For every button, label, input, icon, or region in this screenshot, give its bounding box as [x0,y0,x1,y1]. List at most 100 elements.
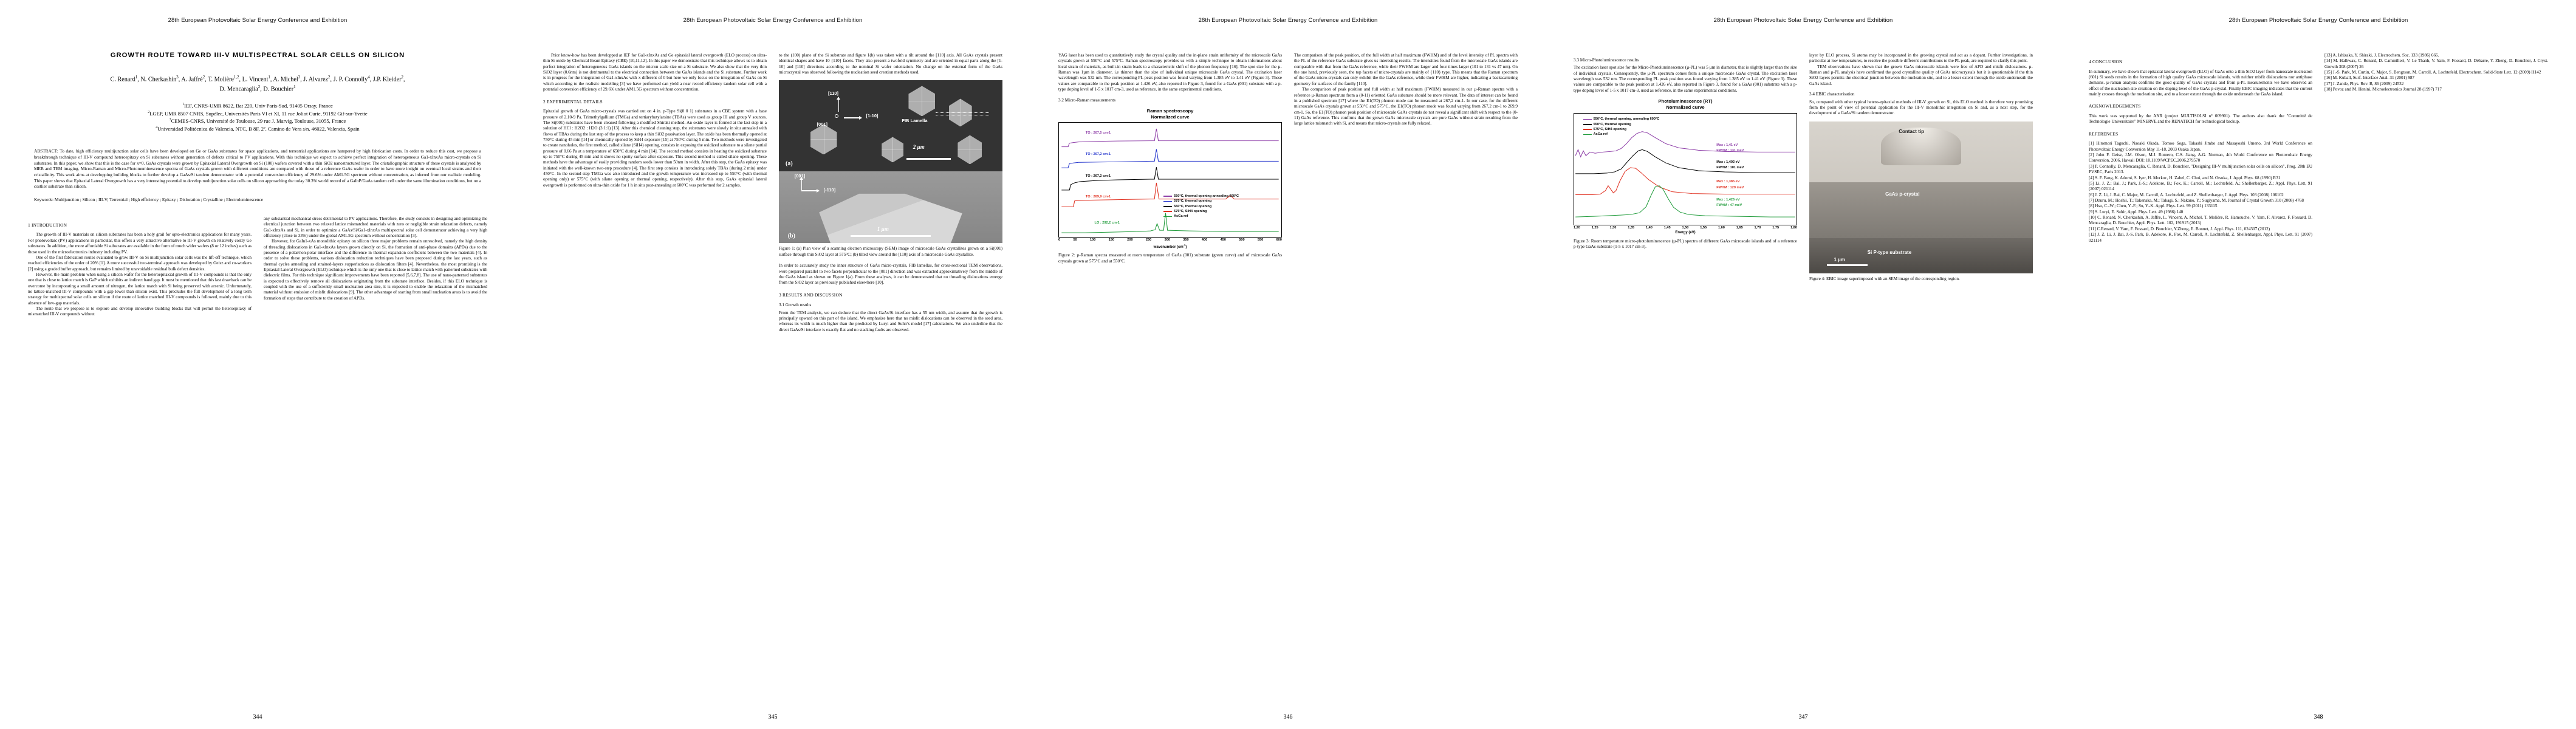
page-number: 344 [253,714,262,720]
section-heading-references: REFERENCES [2089,131,2119,137]
axis-label-m110: [-110] [823,187,836,193]
axis-label-001: [001] [794,173,806,179]
axis-label-110: [110] [827,90,839,96]
page-number: 347 [1798,714,1808,720]
chart-plot-area: TO : 267,5 cm-1 TO : 267,2 cm-1 TO : 267… [1058,122,1282,238]
paragraph: However, for GaIn1-xAs monolithic epitax… [264,239,487,301]
page-number: 348 [2314,714,2323,720]
running-head: 28th European Photovoltaic Solar Energy … [1713,17,1893,24]
annotation-max-green: Max : 1,426 eV [1716,197,1740,202]
peak-label-red: TO : 269,9 cm-1 [1085,194,1111,199]
page-title: GROWTH ROUTE TOWARD III-V MULTISPECTRAL … [110,52,405,59]
chart-title: Photoluminescence (RT) Normalized curve [1658,98,1713,111]
subsection-heading-raman: 3.2 Micro-Raman measurements [1058,97,1116,103]
keywords-text: Keywords: Multijunction ; Silicon ; III-… [34,197,264,203]
paragraph: From the TEM analysis, we can deduce tha… [779,310,1002,332]
page-346: 28th European Photovoltaic Solar Energy … [1030,0,1546,729]
subsection-heading-pl: 3.3 Micro-Photoluminescence results [1574,58,1639,63]
reference-item: [12] J. Z. Li, J. Bai, J.-S. Park, B. Ad… [2089,232,2312,243]
axis-label-1m10: [1-10] [866,113,879,119]
reference-item: [16] M. Kuball, Surf. Interface Anal. 31… [2324,75,2415,81]
paragraph: layer by ELO process, Si atoms may be in… [1809,53,2033,64]
paragraph: The comparison of peak position and full… [1294,87,1518,126]
axis-label-001: [001] [817,121,828,127]
scale-bar-label: 1 µm [877,226,889,233]
legend-entry: 550°C, thermal opening, annealing 600°C [1583,117,1659,122]
panel-label-a: (a) [786,160,793,168]
reference-item: [4] S. F. Fang, K. Adomi, S. Iyer, H. Mo… [2089,175,2281,180]
section-heading-results: 3 RESULTS AND DISCUSSION [779,292,843,298]
reference-item: [8] Hsu, C.-W.; Chen, Y.-F.; Su, Y.-K. A… [2089,204,2218,209]
two-column-body: 3.3 Micro-Photoluminescence results The … [1574,53,2033,287]
scale-bar-label: 1 µm [1834,257,1845,263]
chart-x-ticks: 0 50 100 150 200 250 300 350 400 450 500… [1058,238,1282,242]
column-left: Prior know-how has been developped at IE… [543,53,767,333]
figure-1b-sem-tilted-view: [001] [-110] 1 µm (b) [779,171,1002,244]
scale-bar [1827,264,1868,266]
pl-curves [1575,131,1795,217]
reference-item: [15] J.-S. Park, M. Curtin, C. Major, S.… [2324,70,2541,75]
scale-bar [906,157,951,160]
legend-entry: 550°C, thermal opening [1163,204,1239,209]
reference-item: [11] C.Renard, V. Yam, F. Fossard, D. Bo… [2089,226,2270,231]
raman-curves [1061,129,1279,233]
page-345: 28th European Photovoltaic Solar Energy … [515,0,1030,729]
paragraph: to the (100) plane of the Si substrate a… [779,53,1002,75]
reference-item: [2] John F. Geisz, J.M. Olson, M.J. Rome… [2089,152,2312,163]
column-left: 4 CONCLUSION In summary, we have shown t… [2089,53,2312,244]
column-right: to the (100) plane of the Si substrate a… [779,53,1002,333]
chart-x-ticks: 1,20 1,25 1,30 1,35 1,40 1,45 1,50 1,55 … [1574,225,1797,230]
si-substrate-label: Si P-type substrate [1867,250,1912,256]
column-left: YAG laser has been used to quantitativel… [1058,53,1282,270]
column-right: layer by ELO process, Si atoms may be in… [1809,53,2033,287]
column-right: The comparison of the peak position, of … [1294,53,1518,270]
section-heading-introduction: 1 INTRODUCTION [28,222,67,228]
paragraph: The excitation laser spot size for the M… [1574,65,1797,93]
reference-item: [5] Li, J. Z.; Bai, J.; Park, J.-S.; Ade… [2089,180,2312,192]
legend-entry: 550°C, thermal opening annealing 600°C [1163,194,1239,199]
paragraph: TEM observations have shown that the gro… [1809,64,2033,86]
scale-bar [850,234,931,237]
column-left: 1 INTRODUCTION The growth of III-V mater… [28,216,252,318]
paragraph: Epitaxial growth of GaAs micro-crystals … [543,109,767,188]
running-head: 28th European Photovoltaic Solar Energy … [168,17,348,24]
figure-2-caption: Figure 2: µ-Raman spectra measured at ro… [1058,253,1282,264]
reference-item: [6] J. Z. Li, J. Bai, C. Major, M. Carro… [2089,192,2284,197]
two-column-body: YAG laser has been used to quantitativel… [1058,53,1518,270]
affiliation-list: 1IEF, CNRS-UMR 8622, Bat 220, Univ Paris… [148,103,368,132]
subsection-heading-growth: 3.1 Growth results [779,303,812,308]
figure-4-caption: Figure 4: EBIC image superimposed with a… [1809,276,1960,281]
peak-label-purple: TO : 267,5 cm-1 [1085,131,1111,135]
legend-entry: 550°C, thermal opening [1583,122,1660,127]
figure-1-caption: Figure 1: (a) Plan view of a scanning el… [779,246,1002,257]
subsection-heading-ebic: 3.4 EBIC characterisation [1809,92,1855,97]
figure-2-raman-chart: Raman spectroscopy Normalized curve TO :… [1058,108,1282,250]
chart-x-axis-label: Energy (eV) [1675,230,1696,234]
reference-item: [13] A. Ishizaka, Y. Shiraki, J. Electro… [2324,53,2439,58]
fib-lamella-label: FIB Lamella [902,117,928,123]
figure-3-caption: Figure 3: Room temperature micro-photolu… [1574,238,1797,250]
section-heading-acknowledgements: ACKNOWLEDGEMENTS [2089,103,2141,109]
chart-legend: 550°C, thermal opening annealing 600°C 5… [1163,194,1239,219]
figure-4-ebic-image: Contact tip GaAs p-crystal Si P-type sub… [1809,121,2033,273]
page-347: 28th European Photovoltaic Solar Energy … [1546,0,2061,729]
paragraph: any substantial mechanical stress detrim… [264,216,487,238]
paragraph: However, the main problem when using a s… [28,272,252,306]
annotation-fwhm-purple: FWHM : 131 meV [1716,149,1744,153]
paragraph: The route that we propose is to explore … [28,306,252,317]
running-head: 28th European Photovoltaic Solar Energy … [683,17,863,24]
paragraph: The comparison of the peak position, of … [1294,53,1518,86]
paragraph: YAG laser has been used to quantitativel… [1058,53,1282,92]
chart-title: Raman spectroscopy Normalized curve [1146,108,1194,120]
peak-label-green: LO : 292,2 cm-1 [1094,221,1120,225]
scale-bar-label: 2 µm [913,144,925,151]
column-right: any substantial mechanical stress detrim… [264,216,487,318]
paragraph: So, compared with other typical hetero-e… [1809,99,2033,116]
chart-x-axis-label: wavenumber (cm-1) [1153,243,1187,249]
panel-label-b: (b) [787,232,795,239]
axis-arrow-1m10 [843,116,862,119]
substrate-layer [1809,238,2033,273]
legend-entry: 575°C, SiH4 opening [1583,127,1660,132]
annotation-fwhm-green: FWHM : 47 meV [1716,203,1742,207]
column-left: 3.3 Micro-Photoluminescence results The … [1574,53,1797,287]
